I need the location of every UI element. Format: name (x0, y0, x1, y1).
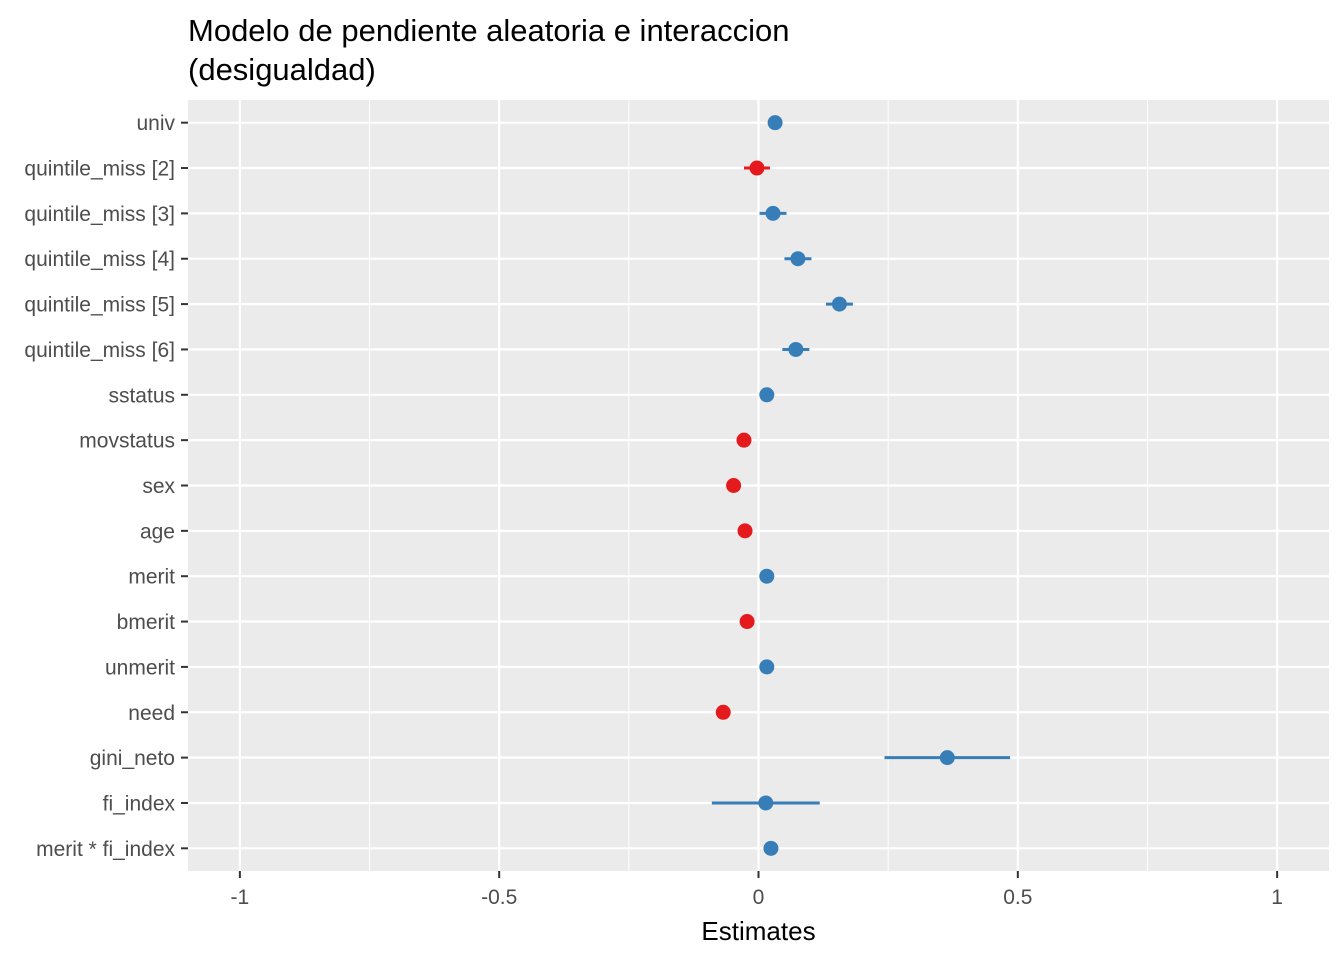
y-tick-label: univ (136, 112, 175, 135)
estimate-point (715, 704, 731, 720)
chart-title: Modelo de pendiente aleatoria e interacc… (188, 13, 789, 48)
x-tick-label: -0.5 (481, 886, 517, 909)
y-tick-label: merit * fi_index (36, 838, 175, 861)
y-tick-label: quintile_miss [4] (24, 248, 175, 271)
y-tick-label: quintile_miss [2] (24, 158, 175, 181)
estimate-point (726, 478, 742, 493)
y-tick-label: quintile_miss [6] (24, 339, 175, 362)
estimate-point (790, 251, 806, 267)
x-tick-label: 1 (1271, 886, 1283, 909)
y-tick-label: gini_neto (90, 747, 175, 770)
x-tick-label: 0 (753, 886, 765, 909)
y-tick-label: age (140, 520, 175, 543)
x-axis: -1 -0.5 0 0.5 1 (231, 871, 1283, 909)
y-tick-label: need (128, 702, 175, 725)
x-tick-label: 0.5 (1003, 886, 1032, 909)
x-axis-title: Estimates (701, 916, 815, 946)
y-tick-label: quintile_miss [3] (24, 203, 175, 226)
estimate-point (737, 523, 753, 539)
y-tick-label: sex (142, 475, 175, 498)
estimate-point (939, 750, 955, 766)
estimate-point (749, 160, 765, 176)
estimate-point (788, 341, 804, 357)
y-tick-label: unmerit (105, 656, 175, 679)
y-tick-label: movstatus (79, 430, 175, 453)
y-axis: univ quintile_miss [2] quintile_miss [3] qu… (24, 112, 188, 861)
estimate-point (758, 795, 774, 811)
estimate-point (767, 115, 783, 131)
chart-title-line2: (desigualdad) (188, 52, 376, 87)
estimate-point (759, 659, 775, 675)
estimate-point (759, 387, 775, 403)
estimate-point (831, 296, 847, 312)
estimate-point (739, 614, 755, 630)
x-tick-label: -1 (231, 886, 250, 909)
y-tick-label: sstatus (108, 384, 175, 407)
y-tick-label: fi_index (103, 792, 176, 815)
estimate-point (765, 205, 781, 221)
y-tick-label: merit (128, 566, 175, 589)
y-tick-label: bmerit (117, 611, 176, 634)
estimate-point (759, 568, 775, 584)
estimate-marks (711, 115, 1011, 856)
estimate-point (763, 840, 779, 856)
estimate-point (736, 432, 752, 448)
y-tick-label: quintile_miss [5] (24, 294, 175, 317)
